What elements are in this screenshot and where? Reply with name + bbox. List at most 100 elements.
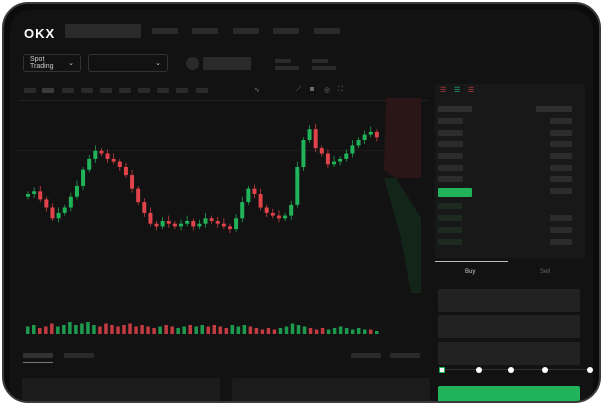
nav-item[interactable] [273,28,299,34]
filter-control[interactable] [351,353,381,358]
price-input[interactable] [438,289,580,312]
line-icon[interactable]: ∿ [254,87,260,94]
nav-item[interactable] [192,28,218,34]
timeframe-button[interactable] [100,88,112,93]
candle-body [38,191,43,200]
volume-bar [146,326,150,334]
volume-bar [62,325,66,334]
search-placeholder[interactable] [65,24,141,38]
timeframe-button[interactable] [62,88,74,93]
candle-body [344,153,349,159]
stat-label [312,59,328,63]
volume-bar [302,326,307,334]
volume-bar [170,326,174,334]
percent-slider[interactable] [442,369,590,370]
candle-body [123,167,128,176]
candle-body [325,153,330,165]
ask-row [550,188,572,194]
volume-bar [182,326,186,334]
volume-bar [116,326,120,334]
candle-body [209,218,214,221]
candle-body [227,226,232,230]
timeframe-button[interactable] [42,88,54,93]
slider-stop[interactable] [542,367,548,373]
nav-item[interactable] [152,28,178,34]
candle-body [191,221,196,227]
orderbook-asks-icon[interactable]: ☰ [468,87,475,94]
candle-body [283,215,288,219]
candle-body [44,199,49,208]
orderbook-bids-icon[interactable]: ☰ [454,87,461,94]
volume-bar [308,328,313,334]
candle-body [74,185,79,197]
volume-bar [314,329,319,334]
candle-body [26,194,30,197]
tab-history[interactable] [64,353,94,358]
tab-underline [23,362,53,363]
market-select[interactable]: Spot Trading ⌄ [23,54,81,72]
fullscreen-icon[interactable]: ⛶ [338,86,343,93]
tab-sell[interactable]: Sell [540,269,551,275]
volume-bar [362,329,367,334]
timeframe-button[interactable] [196,88,208,93]
volume-bar [320,328,325,334]
timeframe-button[interactable] [138,88,150,93]
candle-body [154,223,159,227]
tab-buy[interactable]: Buy [465,269,476,275]
candle-body [332,161,337,165]
candle-body [105,153,110,159]
ruler-icon[interactable]: ⟋ [296,86,301,93]
bid-row [550,227,572,233]
candle-body [130,175,135,189]
timeframe-button[interactable] [157,88,169,93]
timeframe-button[interactable] [24,88,36,93]
ask-row [438,176,463,182]
candlestick-chart[interactable] [16,98,431,338]
volume-bar [68,322,72,334]
timeframe-button[interactable] [81,88,93,93]
settings-icon[interactable]: ◎ [324,87,331,94]
amount-input[interactable] [438,315,580,338]
bid-row [438,227,462,233]
bid-row [438,239,462,245]
volume-bar [374,331,379,334]
camera-icon[interactable]: ◙ [310,86,315,93]
ask-row [550,141,572,147]
candle-body [142,202,147,213]
tab-open-orders[interactable] [23,353,53,358]
volume-bar [272,329,277,334]
ask-row [438,130,463,136]
pair-select[interactable]: ⌄ [88,54,168,72]
slider-stop[interactable] [587,367,593,373]
candle-body [117,161,122,167]
orderbook-both-icon[interactable]: ☰ [440,87,447,94]
candle-body [313,129,318,149]
volume-bar [230,325,235,334]
filter-control[interactable] [390,353,420,358]
slider-handle[interactable] [439,367,445,373]
timeframe-button[interactable] [119,88,131,93]
stat-value [275,66,299,70]
buy-tab-underline [435,261,508,262]
candle-body [307,129,312,140]
buy-button[interactable] [438,386,580,401]
volume-bar [326,329,331,334]
volume-bar [140,325,144,334]
volume-bar [266,328,271,334]
candle-body [368,131,373,135]
volume-bar [248,326,253,334]
volume-bar [224,328,229,334]
candle-body [252,188,257,194]
slider-stop[interactable] [508,367,514,373]
panel-card [232,378,430,401]
candle-body [319,148,324,154]
nav-item[interactable] [233,28,259,34]
total-input[interactable] [438,342,580,365]
nav-item[interactable] [314,28,340,34]
mid-price [438,188,472,197]
chevron-down-icon: ⌄ [155,60,161,67]
timeframe-button[interactable] [176,88,188,93]
slider-stop[interactable] [476,367,482,373]
candle-body [221,223,226,227]
